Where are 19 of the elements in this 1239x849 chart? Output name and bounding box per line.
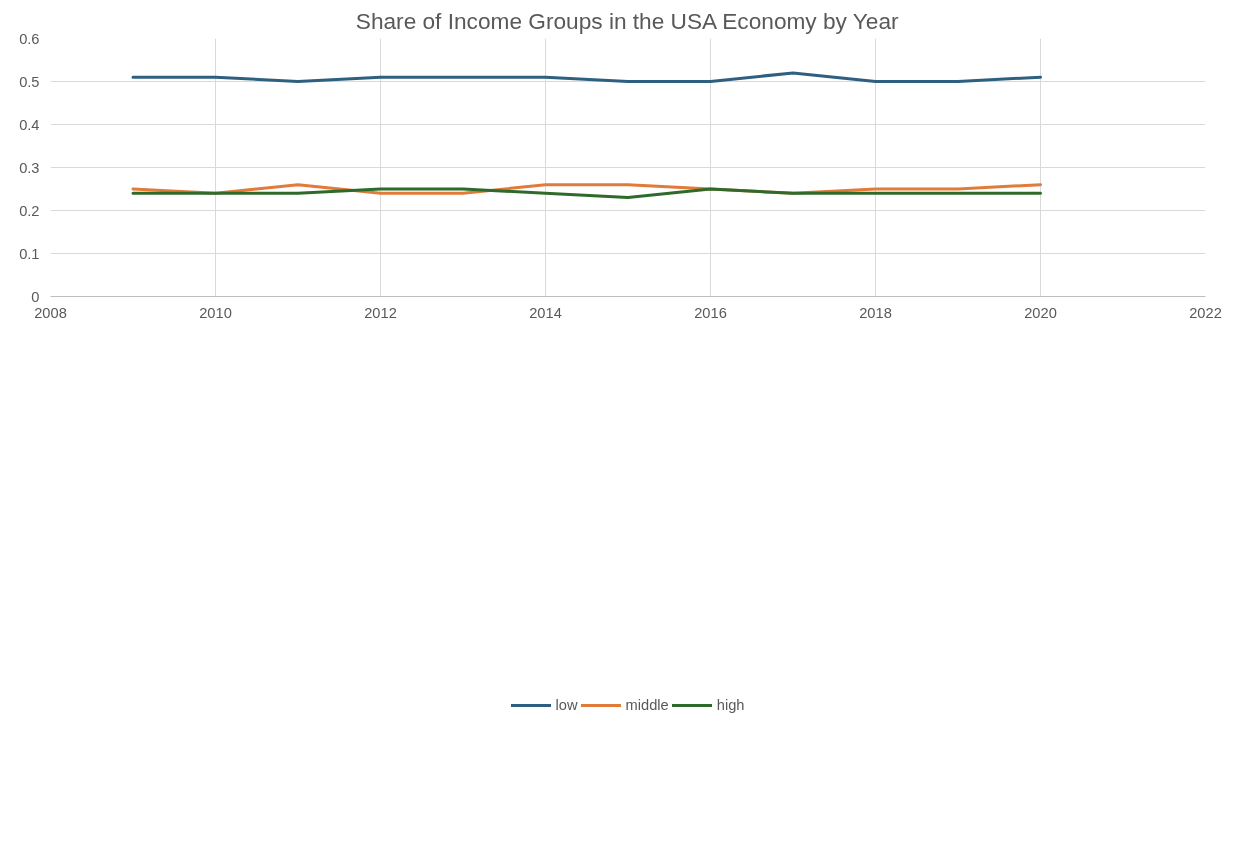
x-tick-label: 2022 bbox=[1189, 304, 1222, 321]
legend-label: middle bbox=[625, 697, 669, 713]
y-tick-label: 0.5 bbox=[19, 73, 40, 90]
x-tick-label: 2010 bbox=[199, 304, 232, 321]
chart-title: Share of Income Groups in the USA Economy by Year bbox=[355, 7, 900, 34]
x-tick-label: 2016 bbox=[694, 304, 727, 321]
x-tick-label: 2014 bbox=[529, 304, 562, 321]
x-tick-label: 2012 bbox=[364, 304, 397, 321]
y-tick-label: 0 bbox=[31, 288, 40, 305]
x-tick-label: 2008 bbox=[34, 304, 67, 321]
x-tick-label: 2018 bbox=[859, 304, 892, 321]
legend-label: low bbox=[555, 697, 578, 713]
legend-label: high bbox=[716, 697, 745, 713]
y-tick-label: 0.2 bbox=[19, 202, 40, 219]
y-tick-label: 0.1 bbox=[19, 245, 40, 262]
y-tick-label: 0.3 bbox=[19, 159, 40, 176]
y-tick-label: 0.4 bbox=[19, 116, 40, 133]
y-tick-label: 0.6 bbox=[19, 30, 40, 47]
x-tick-label: 2020 bbox=[1024, 304, 1057, 321]
